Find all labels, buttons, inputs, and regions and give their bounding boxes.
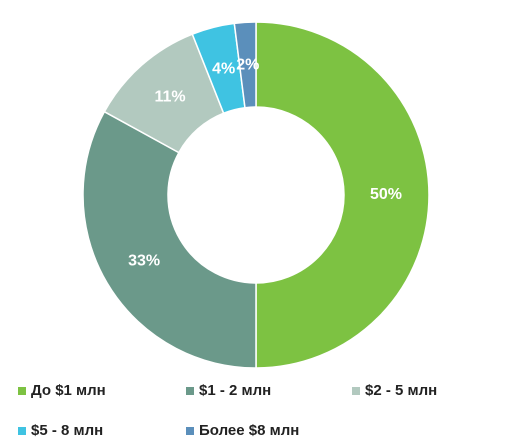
data-label: 2% [236, 56, 259, 73]
legend-label: $2 - 5 млн [365, 382, 437, 399]
data-label: 50% [370, 186, 402, 203]
donut-segment [233, 21, 257, 109]
legend-marker [352, 387, 360, 395]
legend-marker [186, 427, 194, 435]
legend-marker [18, 387, 26, 395]
legend-label: $5 - 8 млн [31, 422, 103, 439]
donut-segment [82, 110, 257, 369]
legend-label: Более $8 млн [199, 422, 299, 439]
donut-segment [255, 21, 430, 369]
legend-label: До $1 млн [31, 382, 106, 399]
legend-marker [18, 427, 26, 435]
data-label: 11% [154, 89, 185, 106]
data-label: 4% [212, 60, 235, 77]
legend-marker [186, 387, 194, 395]
legend-label: $1 - 2 млн [199, 382, 271, 399]
data-label: 33% [128, 252, 160, 269]
